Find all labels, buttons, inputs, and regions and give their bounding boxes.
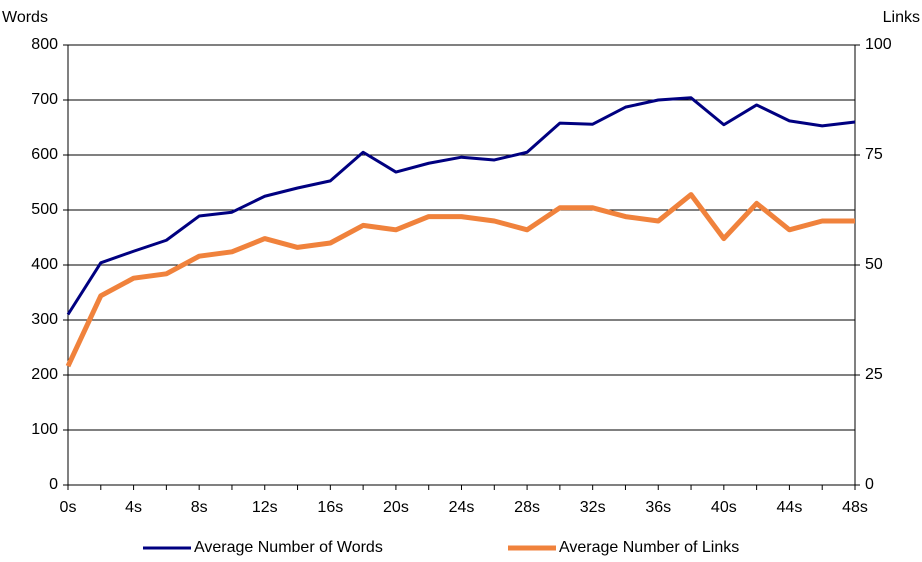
legend-label: Average Number of Links	[559, 539, 739, 556]
y2-axis-title: Links	[883, 9, 920, 26]
x-tick-label: 0s	[60, 499, 77, 516]
y2-tick-label: 25	[865, 366, 883, 383]
y2-tick-label: 100	[865, 36, 892, 53]
y-tick-label: 100	[31, 421, 58, 438]
y2-tick-label: 75	[865, 146, 883, 163]
y-tick-label: 0	[49, 476, 58, 493]
y-tick-label: 800	[31, 36, 58, 53]
legend-label: Average Number of Words	[194, 539, 383, 556]
x-tick-label: 36s	[645, 499, 671, 516]
x-tick-label: 32s	[580, 499, 606, 516]
y-tick-label: 500	[31, 201, 58, 218]
x-tick-label: 20s	[383, 499, 409, 516]
x-tick-label: 40s	[711, 499, 737, 516]
series-line	[66, 96, 856, 316]
series-line	[65, 192, 855, 368]
y-tick-label: 400	[31, 256, 58, 273]
x-tick-label: 44s	[777, 499, 803, 516]
y-tick-label: 700	[31, 91, 58, 108]
y2-tick-label: 50	[865, 256, 883, 273]
x-tick-label: 8s	[191, 499, 208, 516]
y-tick-label: 200	[31, 366, 58, 383]
x-tick-label: 48s	[842, 499, 868, 516]
y-tick-label: 300	[31, 311, 58, 328]
y-axis-title: Words	[2, 9, 48, 26]
y2-tick-label: 0	[865, 476, 874, 493]
y-tick-label: 600	[31, 146, 58, 163]
x-tick-label: 28s	[514, 499, 540, 516]
x-tick-label: 16s	[317, 499, 343, 516]
x-tick-label: 4s	[125, 499, 142, 516]
x-tick-label: 24s	[449, 499, 475, 516]
x-tick-label: 12s	[252, 499, 278, 516]
